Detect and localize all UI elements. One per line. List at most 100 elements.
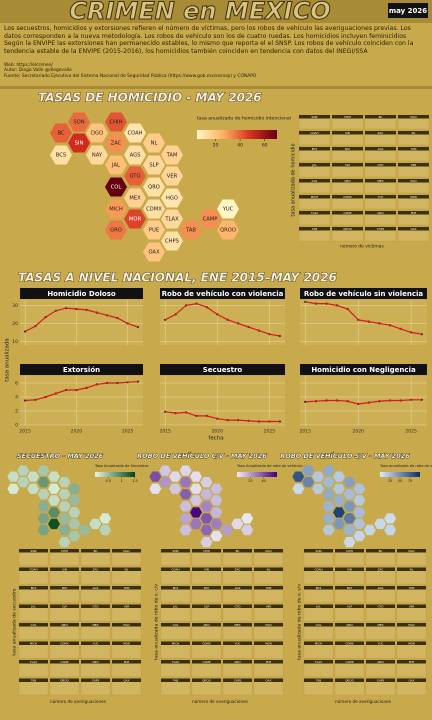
state-hex [66,132,92,154]
panel-label: PUE [411,211,417,215]
panel-strip [50,660,79,664]
state-hex [363,524,377,536]
state-label: CAMP [203,217,218,223]
header-bar [0,0,432,23]
panel-label: QROO [343,227,352,231]
panel-label: SLP [204,605,209,609]
state-hex [178,219,204,241]
state-hex [57,524,72,536]
state-hex [57,476,72,488]
panel-label: TAM [410,147,417,151]
panel-label: BCS [312,147,318,151]
state-hex [342,512,357,525]
state-hex [88,518,102,530]
panel-label: TAB [311,227,317,231]
state-hex [158,464,172,477]
state-label: OAX [148,250,160,256]
map-title: SECUESTRO - MAY 2026 [17,452,104,460]
panel-label: BC [379,115,383,119]
state-hex [209,506,224,519]
panel-bg [160,376,285,425]
state-hex [67,530,82,542]
panel-label: JAL [311,163,317,167]
axis-title: fecha [208,436,223,442]
panel-label: VER [409,605,415,609]
trend-line [305,301,422,335]
panel-strip [335,678,364,682]
panel-label: SLP [345,163,350,167]
state-hex [178,524,193,536]
legend-tick-label: 60 [262,143,268,149]
panel-strip [397,549,426,553]
state-hex [47,482,61,495]
state-hex [321,524,336,536]
panel-strip [398,211,429,215]
panel-strip [19,641,48,645]
state-label: JAL [111,163,120,169]
panel-strip [366,623,395,627]
panel-label: GRO [92,660,99,664]
panel-strip [50,678,79,682]
panel-label: AGS [378,586,384,590]
state-hex [36,488,51,501]
panel-strip [332,147,363,151]
state-hex [36,512,51,525]
legend-tick-label: 40 [262,479,266,483]
x-tick-label: 2025 [405,429,417,435]
intro: Los secuestros, homicidios y extorsiones… [4,25,428,55]
panel-label: CDMX [60,642,69,646]
panel-strip [299,227,330,231]
state-hex [47,470,61,483]
panel-label: CHIH [203,549,210,553]
state-hex [342,536,357,548]
panel-strip [398,115,429,119]
panel-title-bg [160,288,285,299]
state-label: TAB [185,228,196,234]
state-hex [36,524,51,536]
state-hex [342,500,357,513]
state-hex [36,476,51,488]
panel-strip [112,567,141,571]
legend-title: número de averiguaciones [192,699,248,704]
panel-label: MICH [315,642,322,646]
panel-label: QROO [345,679,354,683]
legend-bar [95,472,135,477]
panel-label: QRO [346,623,353,627]
state-hex [6,482,20,495]
axis-title: tasa anualizada de robo de v. s/v [297,584,303,660]
panel-strip [398,195,429,199]
legend-title: Tasa Anualizada de Secuestro [94,464,148,468]
panel-strip [332,195,363,199]
panel-strip [50,586,79,590]
panel-title-bg [300,288,427,299]
panel-label: QROO [60,679,69,683]
panel-strip [366,549,395,553]
panel-strip [81,660,110,664]
legend-title: número de averiguaciones [50,699,106,704]
legend-tick-label: 20 [248,479,252,483]
state-hex [178,500,193,513]
panel-label: TAB [30,679,36,683]
panel-label: SIN [347,568,352,572]
panel-strip [304,586,333,590]
panel-strip [366,641,395,645]
panel-label: TAM [265,586,272,590]
panel-label: BCS [31,586,37,590]
state-hex [141,154,167,176]
state-hex [383,512,397,525]
map-title: ROBO DE VEHÍCULO S/V - MAY 2026 [280,451,410,460]
state-hex [189,518,203,530]
x-tick-label: 2020 [352,429,364,435]
state-hex [47,494,61,507]
panel-label: QROO [202,679,211,683]
panel-strip [365,195,396,199]
panel-label: BC [236,549,240,553]
panel-strip [335,549,364,553]
state-label: BC [57,131,64,137]
state-hex [332,518,346,530]
state-hex [159,230,185,252]
panel-strip [398,163,429,167]
state-hex [57,500,72,513]
panel-label: CAMP [61,660,69,664]
panel-strip [81,549,110,553]
